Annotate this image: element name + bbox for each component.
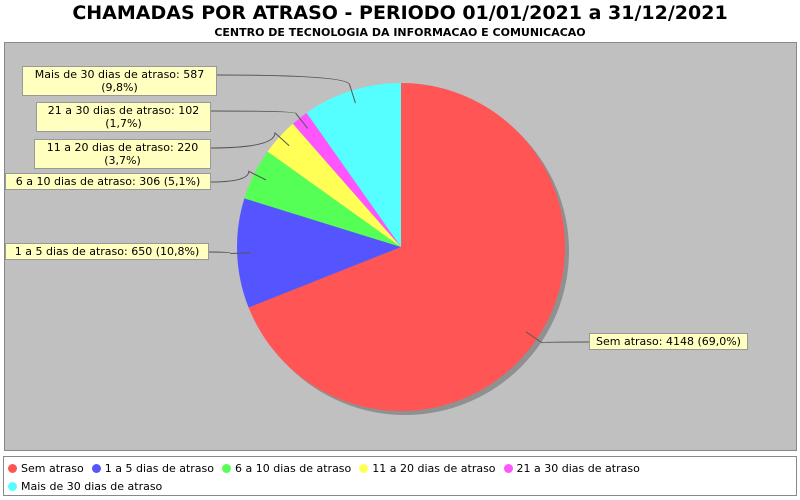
leader-line xyxy=(209,110,309,129)
legend-marker xyxy=(91,463,101,473)
legend-item: 1 a 5 dias de atraso xyxy=(91,459,215,477)
leader-line xyxy=(525,331,590,344)
slice-label: Mais de 30 dias de atraso: 587 (9,8%) xyxy=(22,66,217,96)
leader-line xyxy=(209,170,267,183)
legend-label: 11 a 20 dias de atraso xyxy=(372,461,496,475)
legend-marker xyxy=(8,463,17,473)
slice-label: 1 a 5 dias de atraso: 650 (10,8%) xyxy=(5,243,209,260)
legend-label: Mais de 30 dias de atraso xyxy=(21,479,163,493)
pie-slice xyxy=(267,123,401,247)
legend-marker xyxy=(8,481,17,491)
pie-slice xyxy=(237,198,401,308)
pie-slice xyxy=(306,83,401,247)
slice-label: 21 a 30 dias de atraso: 102 (1,7%) xyxy=(36,102,211,132)
leader-line xyxy=(207,251,251,255)
legend-marker xyxy=(222,463,232,473)
legend-item: Sem atraso xyxy=(8,459,84,477)
legend-item: 11 a 20 dias de atraso xyxy=(359,459,496,477)
slice-label: 11 a 20 dias de atraso: 220 (3,7%) xyxy=(34,139,211,169)
pie-slice xyxy=(248,83,565,412)
pie-slice xyxy=(244,151,401,247)
slice-label: Sem atraso: 4148 (69,0%) xyxy=(589,333,748,350)
legend-marker xyxy=(359,463,369,473)
legend-marker xyxy=(503,463,513,473)
slice-label: 6 a 10 dias de atraso: 306 (5,1%) xyxy=(5,173,211,190)
legend-label: 1 a 5 dias de atraso xyxy=(104,461,215,475)
chart-subtitle: CENTRO DE TECNOLOGIA DA INFORMACAO E COM… xyxy=(214,26,586,39)
legend-label: 21 a 30 dias de atraso xyxy=(516,461,640,475)
chart-title: CHAMADAS POR ATRASO - PERIODO 01/01/2021… xyxy=(72,2,728,24)
legend-item: 21 a 30 dias de atraso xyxy=(503,459,640,477)
legend-label: 6 a 10 dias de atraso xyxy=(235,461,352,475)
legend-item: Mais de 30 dias de atraso xyxy=(8,477,162,495)
pie-slice xyxy=(292,112,401,248)
legend-item: 6 a 10 dias de atraso xyxy=(222,459,351,477)
leader-line xyxy=(215,74,356,104)
leader-line xyxy=(209,131,290,149)
legend: Sem atraso 1 a 5 dias de atraso 6 a 10 dia… xyxy=(3,456,797,496)
legend-label: Sem atraso xyxy=(21,461,84,475)
